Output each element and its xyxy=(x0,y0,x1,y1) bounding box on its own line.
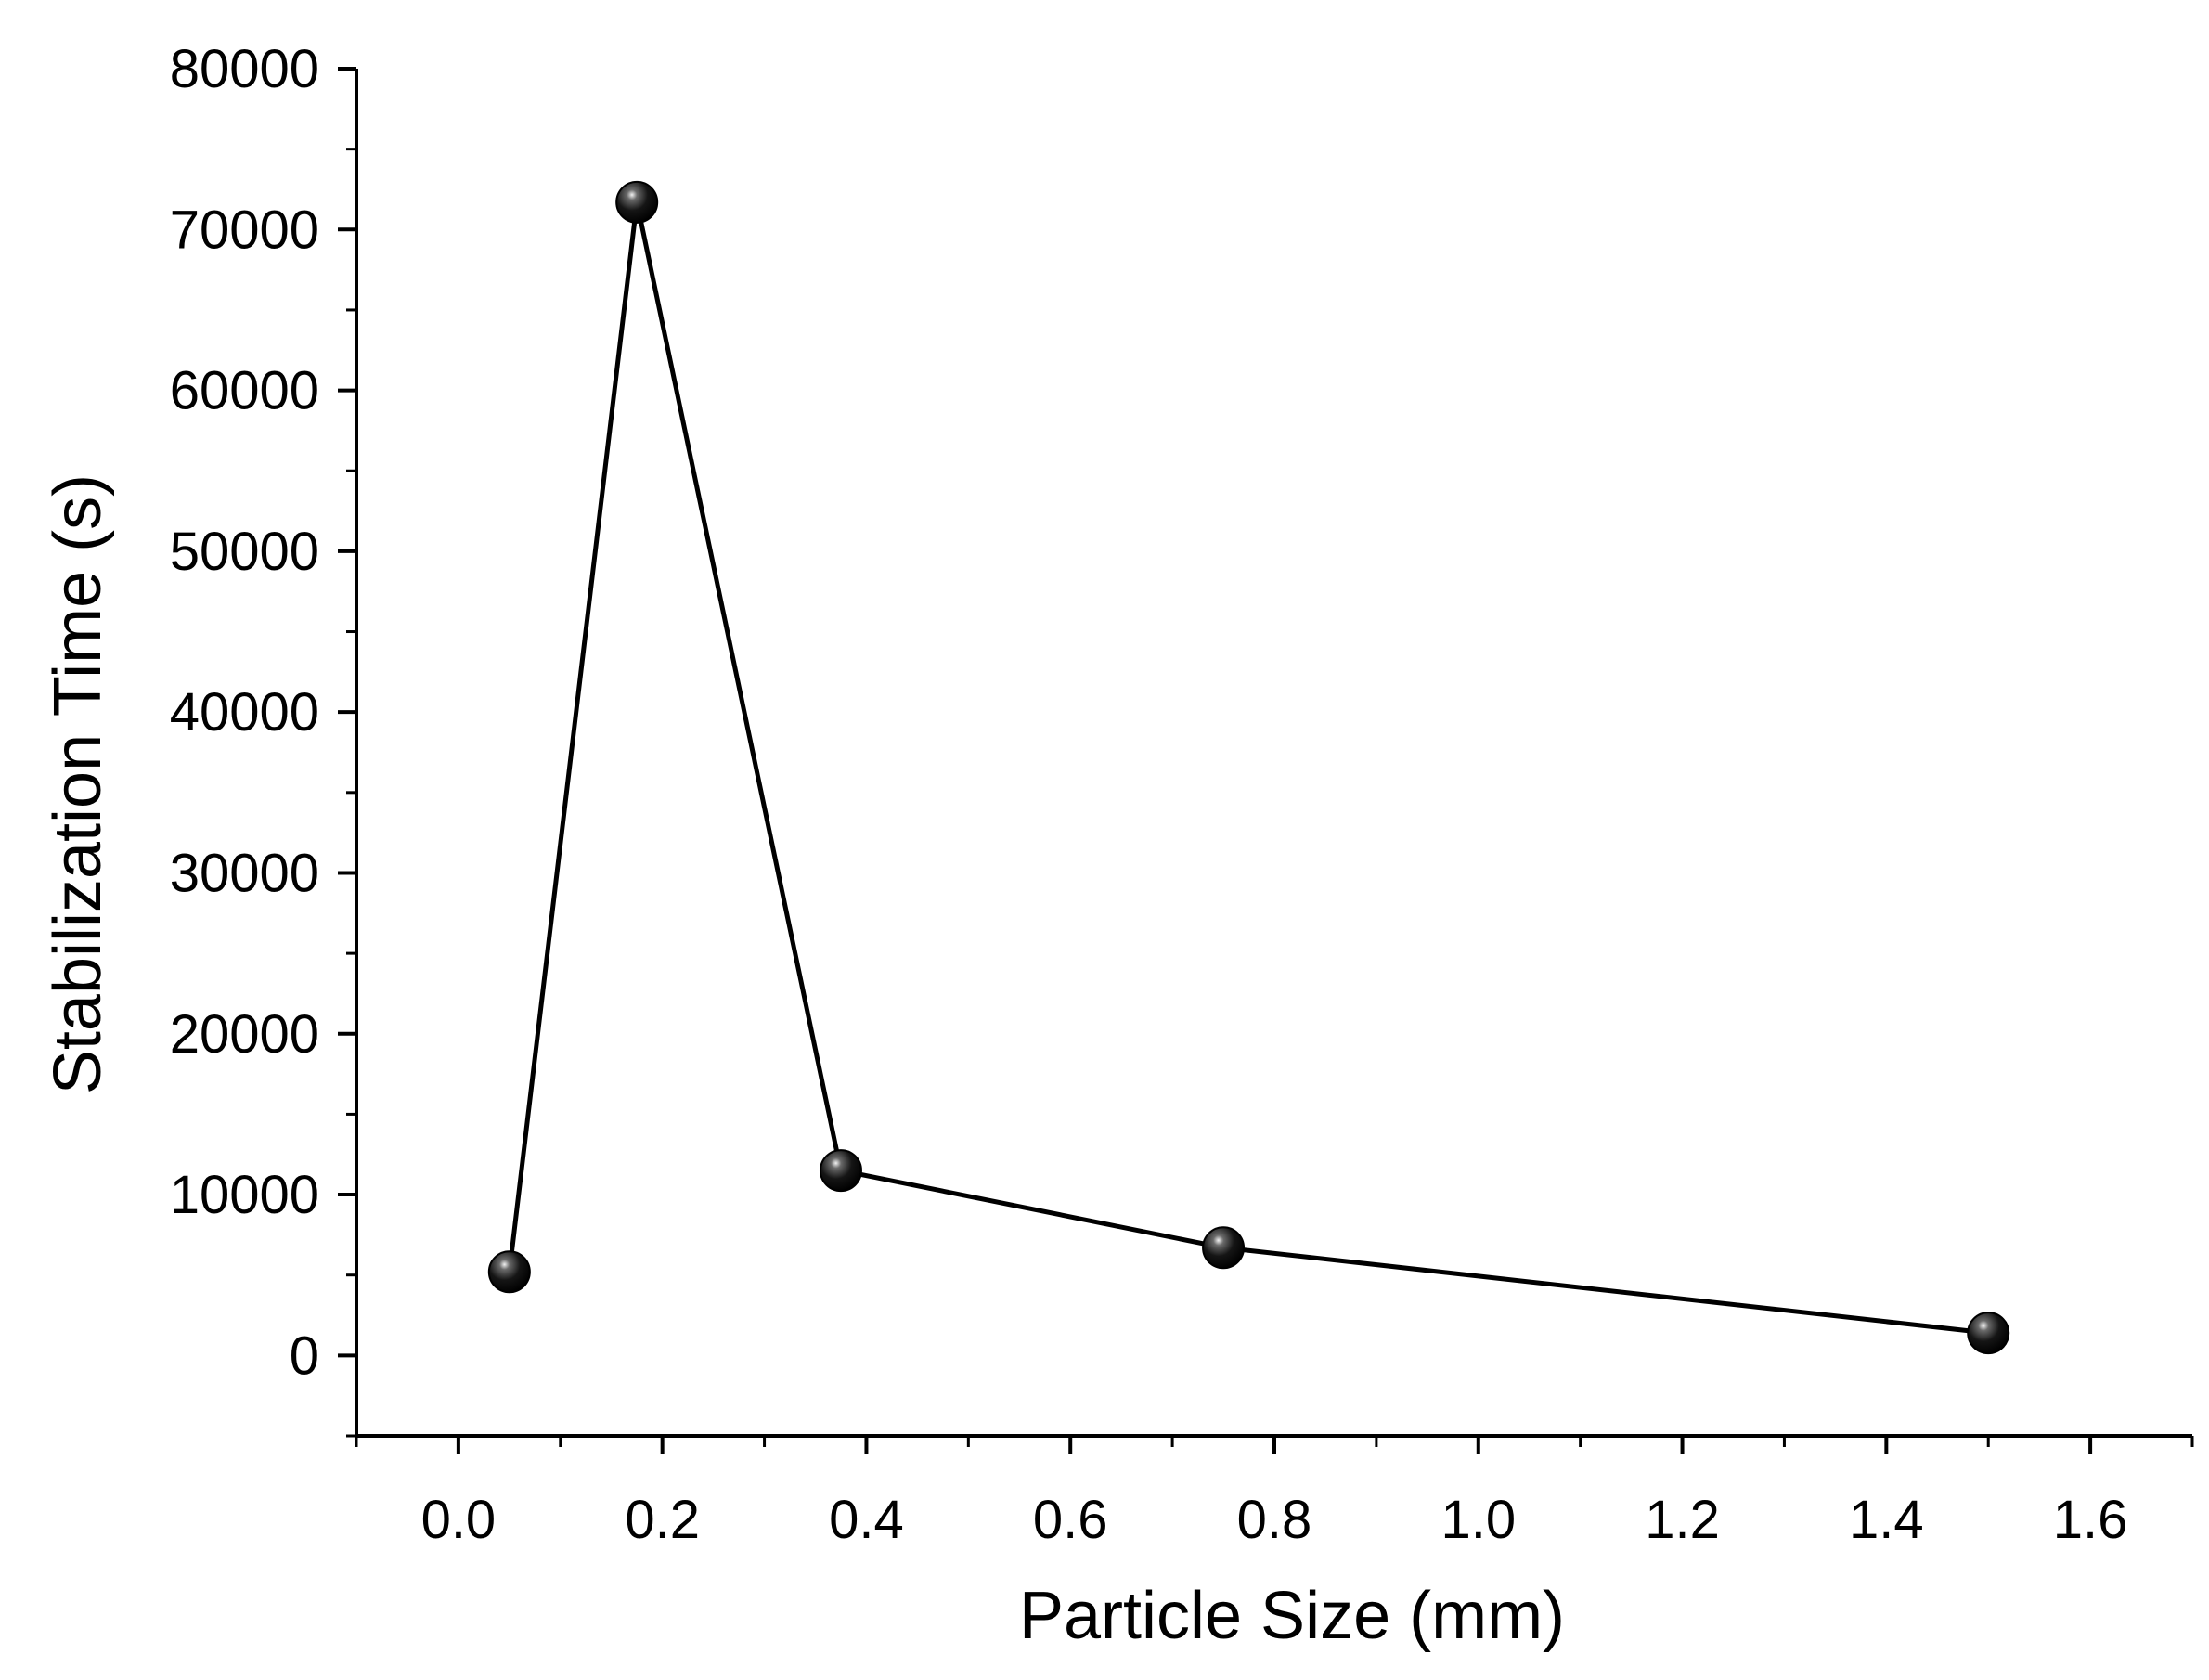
y-tick-label: 50000 xyxy=(170,522,319,582)
y-tick-label: 20000 xyxy=(170,1004,319,1065)
series-line xyxy=(507,201,1989,1336)
y-tick-label: 0 xyxy=(290,1325,319,1386)
data-point xyxy=(1967,1312,2010,1355)
x-tick-label: 0.4 xyxy=(829,1490,904,1550)
x-axis-title: Particle Size (mm) xyxy=(1019,1579,1565,1653)
x-tick-label: 0.8 xyxy=(1237,1490,1312,1550)
y-tick-label: 30000 xyxy=(170,843,319,903)
x-tick-label: 1.0 xyxy=(1440,1490,1516,1550)
x-tick-label: 0.0 xyxy=(421,1490,497,1550)
data-point xyxy=(615,180,659,224)
x-tick-label: 0.6 xyxy=(1033,1490,1108,1550)
y-tick-label: 40000 xyxy=(170,682,319,743)
y-tick-label: 10000 xyxy=(170,1165,319,1225)
series xyxy=(487,180,2010,1355)
x-tick-label: 1.6 xyxy=(2053,1490,2128,1550)
x-tick-label: 0.2 xyxy=(625,1490,700,1550)
data-point xyxy=(1202,1226,1246,1270)
data-point xyxy=(819,1149,862,1193)
y-tick-label: 60000 xyxy=(170,361,319,421)
axes xyxy=(355,69,2192,1438)
x-tick-label: 1.2 xyxy=(1645,1490,1720,1550)
x-tick-label: 1.4 xyxy=(1849,1490,1924,1550)
data-point xyxy=(487,1250,531,1294)
ticks: 0 10000 20000 30000 40000 50000 60000 70000 8000… xyxy=(170,39,2194,1550)
y-tick-label: 70000 xyxy=(170,200,319,260)
y-axis-title: Stabilization Time (s) xyxy=(41,474,115,1094)
y-tick-label: 80000 xyxy=(170,39,319,99)
